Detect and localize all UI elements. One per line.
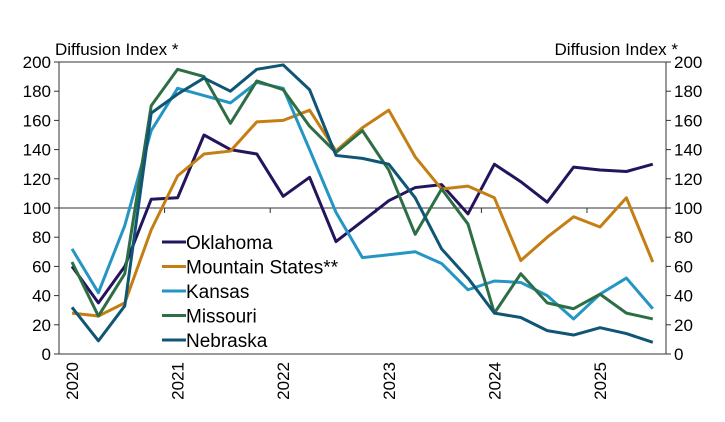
- left-tick-label: 100: [23, 199, 51, 218]
- series-line-nebraska: [70, 63, 654, 344]
- right-tick-label: 120: [674, 170, 702, 189]
- series-line-mountain-states: [71, 108, 655, 318]
- series-line-missouri: [70, 67, 654, 321]
- x-tick-label: 2022: [274, 362, 293, 400]
- legend-label: Mountain States**: [186, 258, 339, 279]
- left-tick-label: 200: [23, 53, 51, 72]
- left-tick-label: 180: [23, 82, 51, 101]
- legend-label: Missouri: [186, 307, 257, 328]
- right-tick-label: 80: [674, 228, 693, 247]
- series-line-kansas: [70, 80, 654, 321]
- right-tick-label: 100: [674, 199, 702, 218]
- right-tick-label: 160: [674, 111, 702, 130]
- left-tick-label: 20: [32, 316, 51, 335]
- right-tick-label: 40: [674, 287, 693, 306]
- x-tick-label: 2024: [485, 362, 504, 400]
- left-tick-label: 0: [42, 345, 51, 364]
- x-tick-label: 2020: [63, 362, 82, 400]
- left-tick-label: 40: [32, 287, 51, 306]
- x-tick-label: 2023: [380, 362, 399, 400]
- legend-label: Nebraska: [186, 331, 268, 352]
- left-axis-label: Diffusion Index *: [55, 40, 179, 59]
- left-tick-label: 80: [32, 228, 51, 247]
- right-tick-label: 140: [674, 141, 702, 160]
- legend-label: Kansas: [186, 282, 249, 303]
- left-tick-label: 160: [23, 111, 51, 130]
- right-tick-label: 180: [674, 82, 702, 101]
- left-tick-label: 60: [32, 257, 51, 276]
- left-tick-label: 140: [23, 141, 51, 160]
- right-tick-label: 20: [674, 316, 693, 335]
- right-axis-label: Diffusion Index *: [555, 40, 679, 59]
- left-tick-label: 120: [23, 170, 51, 189]
- right-tick-label: 60: [674, 257, 693, 276]
- x-tick-label: 2025: [591, 362, 610, 400]
- x-tick-label: 2021: [169, 362, 188, 400]
- right-tick-label: 200: [674, 53, 702, 72]
- series-line-oklahoma: [70, 133, 654, 305]
- right-tick-label: 0: [674, 345, 683, 364]
- legend-label: Oklahoma: [186, 233, 273, 254]
